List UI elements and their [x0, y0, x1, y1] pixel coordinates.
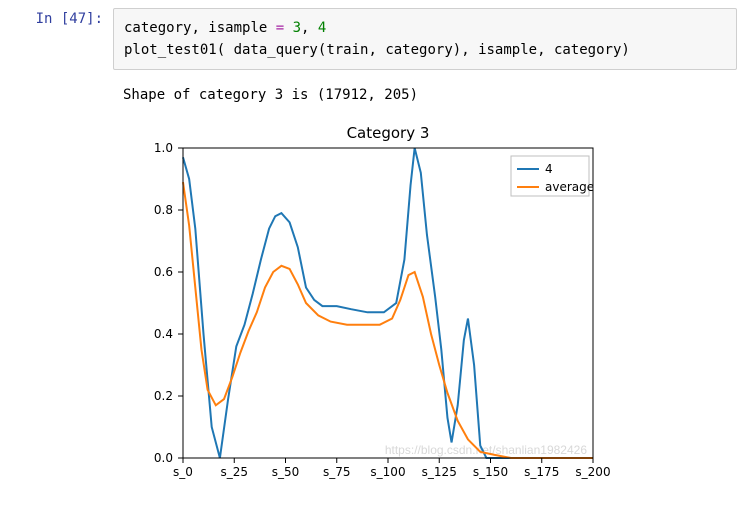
x-tick-label: s_25: [220, 465, 248, 479]
legend-label: 4: [545, 162, 553, 176]
code-token: (: [217, 42, 234, 58]
chart-title: Category 3: [347, 124, 430, 142]
watermark: https://blog.csdn.net/shanlian1982426: [385, 443, 587, 457]
code-token: 3: [293, 20, 301, 36]
code-token: plot_test01: [124, 42, 217, 58]
code-token: 4: [318, 20, 326, 36]
x-tick-label: s_100: [370, 465, 405, 479]
x-tick-label: s_200: [575, 465, 610, 479]
code-token: data_query: [234, 42, 318, 58]
code-token: isample: [478, 42, 537, 58]
output-cell: Shape of category 3 is (17912, 205): [8, 70, 737, 110]
code-token: category: [124, 20, 191, 36]
y-tick-label: 0.4: [154, 327, 173, 341]
x-tick-label: s_175: [524, 465, 559, 479]
y-tick-label: 1.0: [154, 141, 173, 155]
code-token: isample: [208, 20, 275, 36]
line-chart: Category 3 https://blog.csdn.net/shanlian…: [113, 118, 623, 498]
code-token: category: [385, 42, 452, 58]
code-token: [284, 20, 292, 36]
x-tick-label: s_125: [422, 465, 457, 479]
code-token: category: [554, 42, 621, 58]
code-token: ): [453, 42, 461, 58]
input-cell: In [47]: category, isample = 3, 4 plot_t…: [8, 8, 737, 70]
code-token: ,: [537, 42, 554, 58]
x-tick-label: s_150: [473, 465, 508, 479]
y-tick-label: 0.2: [154, 389, 173, 403]
code-token: ): [621, 42, 629, 58]
code-token: =: [276, 20, 284, 36]
y-tick-label: 0.6: [154, 265, 173, 279]
code-token: ,: [191, 20, 208, 36]
input-prompt: In [47]:: [8, 8, 113, 30]
x-tick-label: s_75: [323, 465, 351, 479]
code-input[interactable]: category, isample = 3, 4 plot_test01( da…: [113, 8, 737, 70]
legend-label: average: [545, 180, 594, 194]
code-token: ,: [301, 20, 318, 36]
x-tick-label: s_0: [173, 465, 193, 479]
stdout-text: Shape of category 3 is (17912, 205): [113, 70, 737, 110]
code-token: train: [326, 42, 368, 58]
y-tick-label: 0.0: [154, 451, 173, 465]
x-tick-label: s_50: [272, 465, 300, 479]
code-token: ,: [368, 42, 385, 58]
code-token: ,: [461, 42, 478, 58]
y-tick-label: 0.8: [154, 203, 173, 217]
chart-output: Category 3 https://blog.csdn.net/shanlian…: [113, 118, 737, 498]
